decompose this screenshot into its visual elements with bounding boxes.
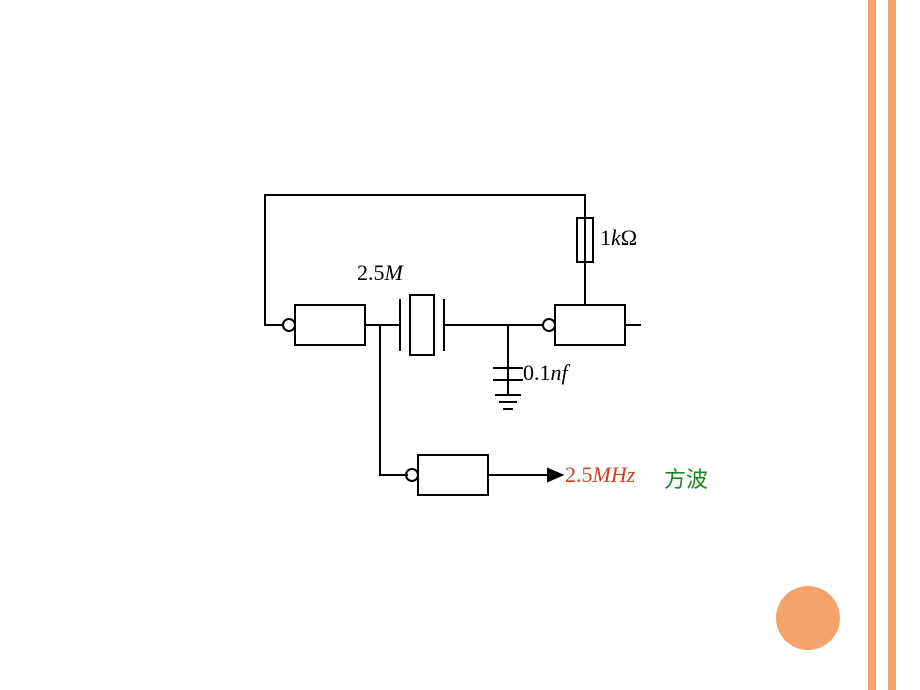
output-freq-unit: MHz [593,462,636,487]
accent-circle [776,586,840,650]
band-1 [868,0,876,690]
capacitor-label: 0.1nf [523,360,568,386]
crystal-unit: M [385,260,403,285]
band-2 [876,0,888,690]
output-wave-label: 方波 [664,462,708,494]
crystal-label: 2.5M [357,260,403,286]
output-freq-value: 2.5 [565,462,593,487]
resistor-ohm: Ω [621,225,637,250]
slide-area: 2.5M 1kΩ 0.1nf 2.5MHz 方波 [0,0,868,690]
band-4 [896,0,920,690]
right-accent-bands [868,0,920,690]
cap-unit: nf [551,360,568,385]
resistor-unit: k [611,225,621,250]
circuit-diagram [0,0,868,690]
crystal-value: 2.5 [357,260,385,285]
output-frequency: 2.5MHz [565,462,635,488]
resistor-value: 1 [600,225,611,250]
resistor-label: 1kΩ [600,225,637,251]
cap-value: 0.1 [523,360,551,385]
band-3 [888,0,896,690]
